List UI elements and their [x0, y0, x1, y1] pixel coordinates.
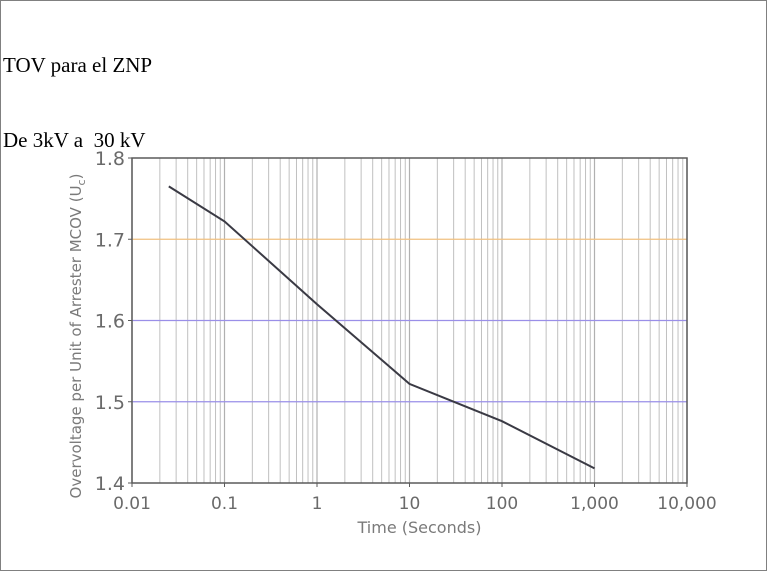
x-tick-label: 10 — [399, 494, 421, 514]
x-tick-label: 0.01 — [113, 494, 151, 514]
y-tick-label: 1.5 — [95, 392, 125, 414]
heading-line-1: TOV para el ZNP — [3, 53, 153, 77]
x-axis-title: Time (Seconds) — [357, 518, 482, 537]
tov-curve — [168, 185, 595, 470]
y-tick-labels: 1.8 1.7 1.6 1.5 1.4 — [95, 148, 132, 495]
x-tick-label: 1,000 — [570, 494, 619, 514]
y-tick-label: 1.7 — [95, 229, 125, 251]
x-tick-label: 100 — [486, 494, 518, 514]
x-tick-label: 0.1 — [211, 494, 238, 514]
heading-line-2: De 3kV a 30 kV — [3, 128, 146, 152]
y-tick-label: 1.8 — [95, 148, 125, 170]
x-tick-label: 1 — [312, 494, 323, 514]
y-axis-title-suffix: ) — [67, 174, 85, 180]
y-tick-label: 1.6 — [95, 311, 125, 333]
x-tick-labels: 0.01 0.1 1 10 100 1,000 10,000 — [113, 483, 717, 514]
slide-heading: TOV para el ZNP De 3kV a 30 kV — [3, 3, 152, 203]
x-tick-label: 10,000 — [657, 494, 716, 514]
y-tick-label: 1.4 — [95, 473, 125, 495]
y-axis-title-main: Overvoltage per Unit of Arrester MCOV (U — [67, 185, 85, 498]
y-axis-title-subscript: c — [75, 179, 88, 185]
y-axis-title: Overvoltage per Unit of Arrester MCOV (U… — [67, 174, 88, 499]
